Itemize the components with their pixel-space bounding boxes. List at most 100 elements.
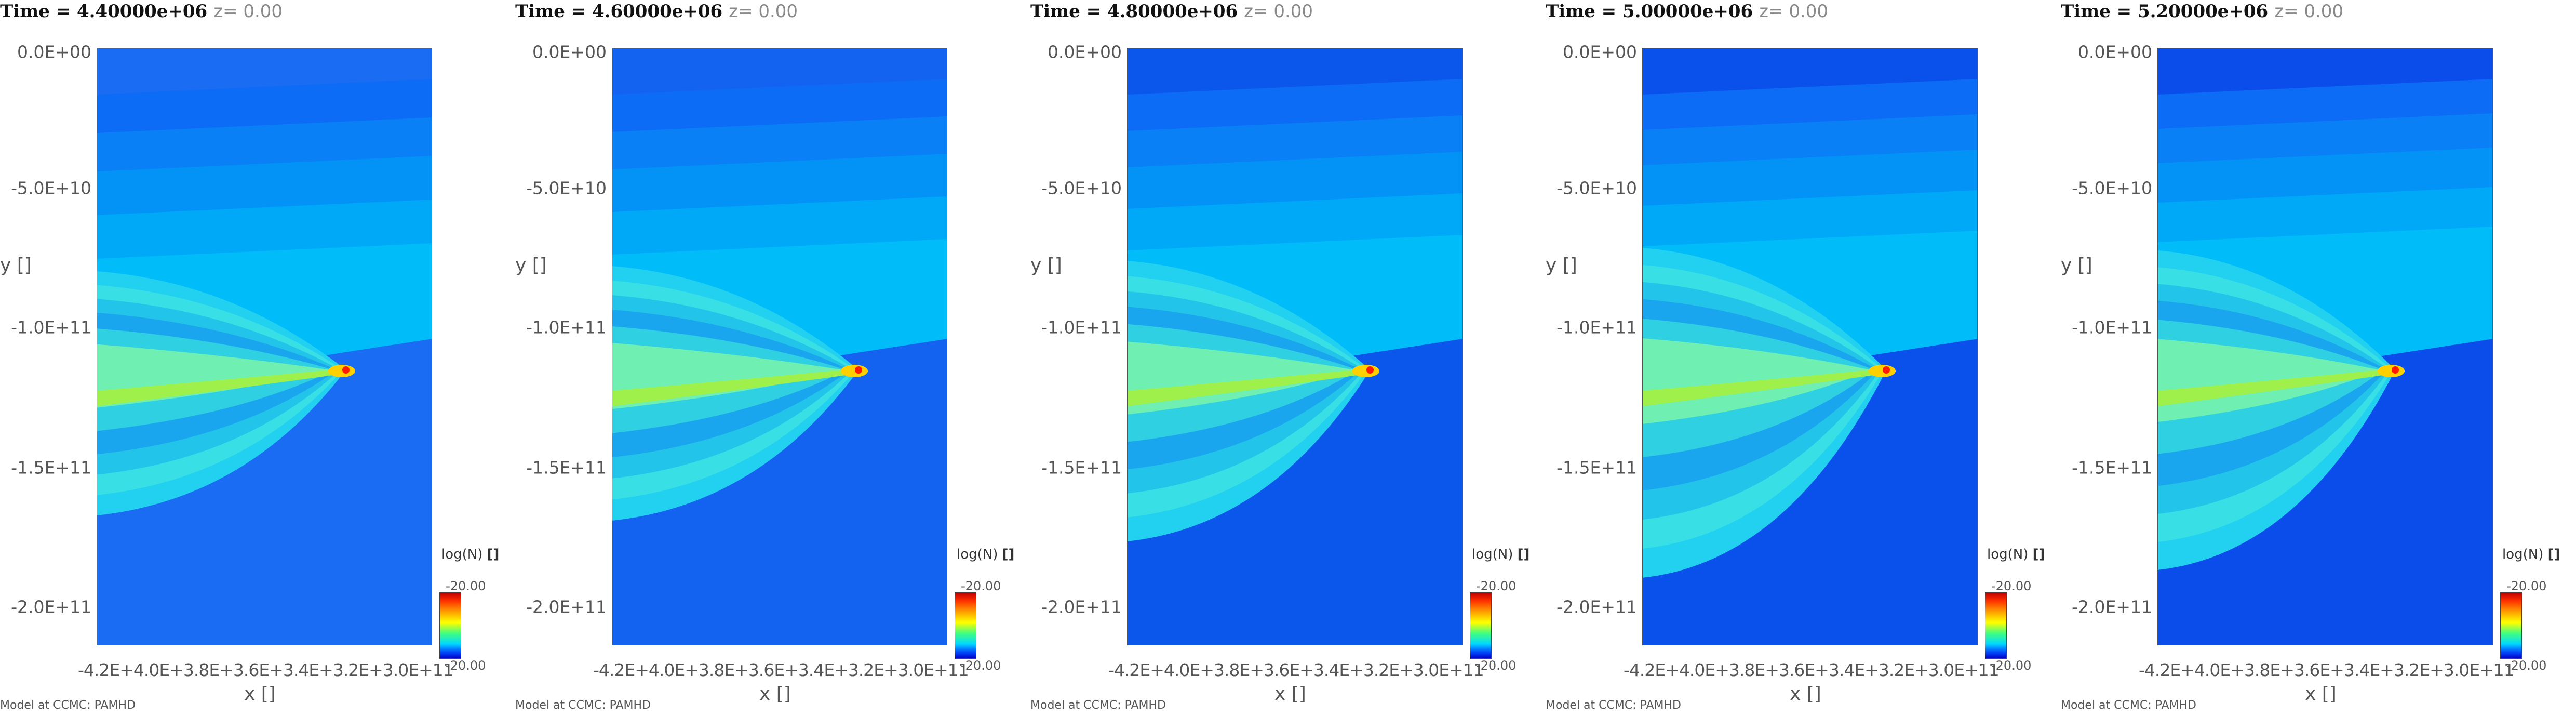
colorbar-min: -20.00 xyxy=(446,658,486,673)
time-label: Time = 4.60000e+06 xyxy=(515,1,723,22)
head-core xyxy=(1366,366,1374,374)
time-label: Time = 5.00000e+06 xyxy=(1546,1,1753,22)
head-core xyxy=(342,366,350,374)
colorbar-min: -20.00 xyxy=(1476,658,1517,673)
y-tick-label: -1.5E+11 xyxy=(1041,457,1122,478)
panel-title: Time = 4.40000e+06 z= 0.00 xyxy=(0,1,515,27)
colorbar-var: log(N) xyxy=(957,547,998,562)
x-axis-label: x [] xyxy=(244,683,276,705)
contour-plot xyxy=(1642,48,1978,645)
x-tick-labels: -4.2E+4.0E+3.8E+3.6E+3.4E+3.2E+3.0E+11 xyxy=(1108,660,1484,680)
model-credit: Model at CCMC: PAMHD xyxy=(515,699,651,712)
y-tick-label: -2.0E+11 xyxy=(2072,596,2152,617)
contour-plot xyxy=(2157,48,2493,645)
z-label: z= 0.00 xyxy=(1759,1,1829,22)
model-credit: Model at CCMC: PAMHD xyxy=(0,699,136,712)
plot-panel: Time = 4.80000e+06 z= 0.00 0.0E+00 -5.0E+10… xyxy=(1030,0,1546,716)
y-tick-label: -1.5E+11 xyxy=(1557,457,1637,478)
plot-panel: Time = 4.40000e+06 z= 0.00 0.0E+00 -5.0E+10… xyxy=(0,0,515,716)
model-credit: Model at CCMC: PAMHD xyxy=(2061,699,2196,712)
downstream-region xyxy=(97,354,432,645)
contour-plot xyxy=(1127,48,1463,645)
head-core xyxy=(855,366,862,374)
y-tick-label: -1.0E+11 xyxy=(1557,317,1637,338)
colorbar-min: -20.00 xyxy=(2506,658,2547,673)
colorbar-unit: [] xyxy=(1002,547,1015,562)
model-credit: Model at CCMC: PAMHD xyxy=(1030,699,1166,712)
y-tick-label: -5.0E+10 xyxy=(11,178,91,198)
colorbar-unit: [] xyxy=(2032,547,2045,562)
colorbar-var: log(N) xyxy=(1472,547,1513,562)
colorbar-max: -20.00 xyxy=(1476,579,1517,593)
head-core xyxy=(1883,366,1890,374)
y-axis-label: y [] xyxy=(515,255,547,276)
colorbar-label: log(N) [] xyxy=(957,547,1014,562)
colorbar-var: log(N) xyxy=(2502,547,2544,562)
y-tick-label: -2.0E+11 xyxy=(1041,596,1122,617)
bow-shock-shell xyxy=(2157,339,2380,422)
x-axis-label: x [] xyxy=(1790,683,1821,705)
colorbar-label: log(N) [] xyxy=(1472,547,1530,562)
colorbar-label: log(N) [] xyxy=(2502,547,2560,562)
colorbar-unit: [] xyxy=(1517,547,1530,562)
z-label: z= 0.00 xyxy=(1244,1,1313,22)
colorbar-label: log(N) [] xyxy=(1987,547,2045,562)
colorbar-label: log(N) [] xyxy=(441,547,499,562)
y-axis-label: y [] xyxy=(0,255,32,276)
colorbar-min: -20.00 xyxy=(1991,658,2032,673)
y-tick-label: 0.0E+00 xyxy=(17,42,91,62)
tail-glow xyxy=(1642,369,1881,406)
y-tick-label: 0.0E+00 xyxy=(532,42,607,62)
tail-glow xyxy=(1127,369,1365,406)
head-core xyxy=(2392,366,2399,374)
downstream-region xyxy=(1642,354,1978,645)
y-axis-label: y [] xyxy=(2061,255,2092,276)
y-tick-label: 0.0E+00 xyxy=(1563,42,1637,62)
downstream-region xyxy=(612,354,947,645)
plot-panel: Time = 5.20000e+06 z= 0.00 0.0E+00 -5.0E+10… xyxy=(2061,0,2576,716)
x-tick-labels: -4.2E+4.0E+3.8E+3.6E+3.4E+3.2E+3.0E+11 xyxy=(2139,660,2515,680)
y-tick-label: -1.0E+11 xyxy=(2072,317,2152,338)
colorbar xyxy=(955,592,976,659)
colorbar-min: -20.00 xyxy=(961,658,1001,673)
y-tick-label: -5.0E+10 xyxy=(2072,178,2152,198)
model-credit: Model at CCMC: PAMHD xyxy=(1546,699,1681,712)
contour-plot xyxy=(612,48,947,645)
plot-panel: Time = 5.00000e+06 z= 0.00 0.0E+00 -5.0E+10… xyxy=(1546,0,2061,716)
y-tick-label: -1.0E+11 xyxy=(1041,317,1122,338)
y-tick-label: -1.5E+11 xyxy=(2072,457,2152,478)
time-label: Time = 4.40000e+06 xyxy=(0,1,208,22)
y-tick-label: -2.0E+11 xyxy=(526,596,607,617)
tail-glow xyxy=(612,369,853,406)
colorbar-max: -20.00 xyxy=(2506,579,2547,593)
x-tick-labels: -4.2E+4.0E+3.8E+3.6E+3.4E+3.2E+3.0E+11 xyxy=(593,660,969,680)
x-tick-labels: -4.2E+4.0E+3.8E+3.6E+3.4E+3.2E+3.0E+11 xyxy=(1624,660,2000,680)
colorbar xyxy=(2500,592,2522,659)
y-tick-label: -1.0E+11 xyxy=(11,317,91,338)
head-glow xyxy=(2378,365,2405,377)
panel-title: Time = 5.20000e+06 z= 0.00 xyxy=(2061,1,2576,27)
colorbar-max: -20.00 xyxy=(446,579,486,593)
tail-glow xyxy=(2157,369,2390,406)
y-axis-label: y [] xyxy=(1546,255,1577,276)
colorbar xyxy=(1470,592,1492,659)
contour-plot xyxy=(97,48,432,645)
x-axis-label: x [] xyxy=(1274,683,1306,705)
y-axis-label: y [] xyxy=(1030,255,1062,276)
x-tick-labels: -4.2E+4.0E+3.8E+3.6E+3.4E+3.2E+3.0E+11 xyxy=(78,660,454,680)
colorbar xyxy=(1985,592,2007,659)
time-label: Time = 4.80000e+06 xyxy=(1030,1,1238,22)
tail-glow xyxy=(97,369,341,406)
y-tick-label: -5.0E+10 xyxy=(1041,178,1122,198)
colorbar-max: -20.00 xyxy=(1991,579,2032,593)
y-tick-label: 0.0E+00 xyxy=(2078,42,2152,62)
head-glow xyxy=(328,365,355,377)
colorbar-unit: [] xyxy=(2547,547,2560,562)
head-glow xyxy=(1352,365,1379,377)
y-tick-label: -1.5E+11 xyxy=(526,457,607,478)
head-glow xyxy=(841,365,868,377)
plot-panel: Time = 4.60000e+06 z= 0.00 0.0E+00 -5.0E+10… xyxy=(515,0,1030,716)
y-tick-label: -5.0E+10 xyxy=(526,178,607,198)
colorbar-var: log(N) xyxy=(1987,547,2029,562)
y-tick-label: -2.0E+11 xyxy=(11,596,91,617)
